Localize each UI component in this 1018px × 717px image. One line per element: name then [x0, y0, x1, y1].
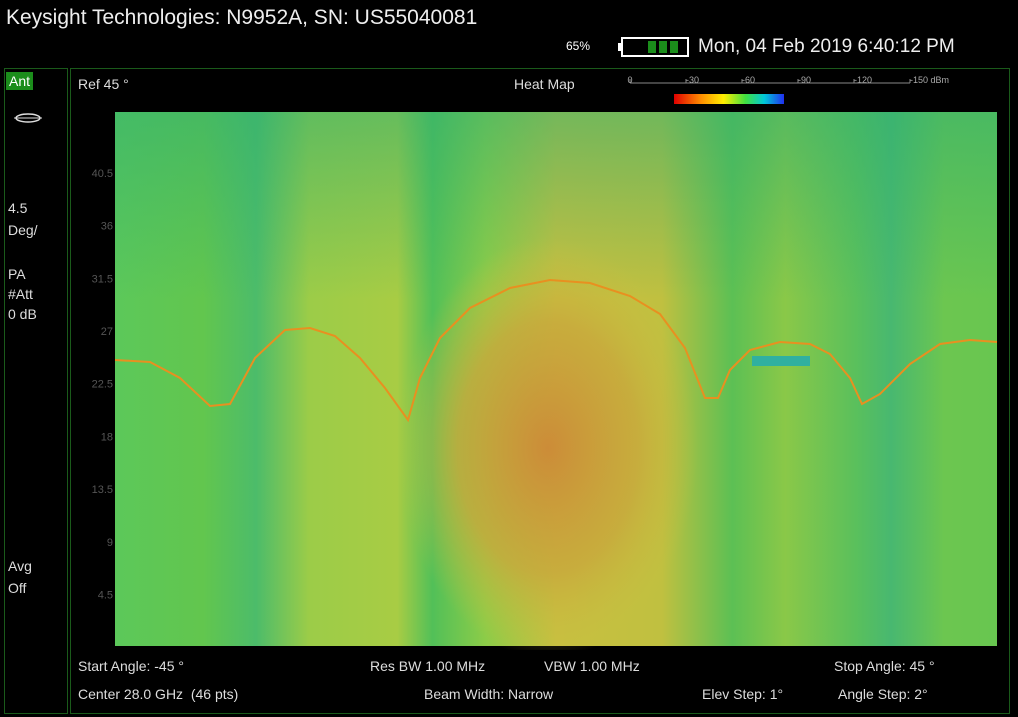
y-tick-label: 4.5	[98, 590, 113, 602]
battery-icon	[618, 37, 689, 57]
heat-map: 40.5 36 31.5 27 22.5 18 13.5 9 4.5	[92, 112, 998, 650]
y-tick-label: 31.5	[92, 273, 113, 285]
legend-tick-label: -30	[686, 75, 699, 85]
avg: Avg	[8, 558, 32, 574]
y-tick-label: 40.5	[92, 168, 113, 180]
pa: PA	[8, 266, 26, 282]
mode[interactable]: Ant	[6, 72, 34, 90]
legend-tick-label: -150 dBm	[910, 75, 949, 85]
center-frequency: Center 28.0 GHz (46 pts)	[78, 686, 239, 702]
start-angle: Start Angle: -45 °	[78, 658, 184, 674]
battery-level: 65%	[566, 39, 591, 53]
legend-tick-label: -120	[854, 75, 872, 85]
sidebar	[4, 68, 68, 714]
plot-frame	[70, 68, 1010, 714]
y-tick-label: 13.5	[92, 484, 113, 496]
antenna-icon	[14, 113, 42, 123]
y-tick-label: 9	[107, 537, 113, 549]
elevation-step: Elev Step: 1°	[702, 686, 784, 702]
res-bw: Res BW 1.00 MHz	[370, 658, 486, 674]
legend-tick-label: -90	[798, 75, 811, 85]
y-tick-label: 36	[101, 221, 113, 233]
scale-unit: Deg/	[8, 222, 38, 238]
legend-title: Heat Map	[514, 76, 575, 92]
angle-step: Angle Step: 2°	[838, 686, 928, 702]
att-value: 0 dB	[8, 306, 37, 322]
color-legend: 0 -30 -60 -90 -120 -150 dBm	[627, 75, 949, 104]
stop-angle: Stop Angle: 45 °	[834, 658, 935, 674]
vbw: VBW 1.00 MHz	[544, 658, 640, 674]
avg-state: Off	[8, 580, 27, 596]
beam-width: Beam Width: Narrow	[424, 686, 554, 702]
legend-tick-label: -60	[742, 75, 755, 85]
reference: Ref 45 °	[78, 76, 129, 92]
y-tick-label: 27	[101, 326, 113, 338]
legend-tick-label: 0	[627, 75, 632, 85]
datetime: Mon, 04 Feb 2019 6:40:12 PM	[698, 36, 955, 57]
title: Keysight Technologies: N9952A, SN: US550…	[6, 6, 478, 29]
att: #Att	[8, 286, 33, 302]
y-tick-label: 22.5	[92, 379, 113, 391]
scale: 4.5	[8, 200, 28, 216]
y-tick-label: 18	[101, 431, 113, 443]
